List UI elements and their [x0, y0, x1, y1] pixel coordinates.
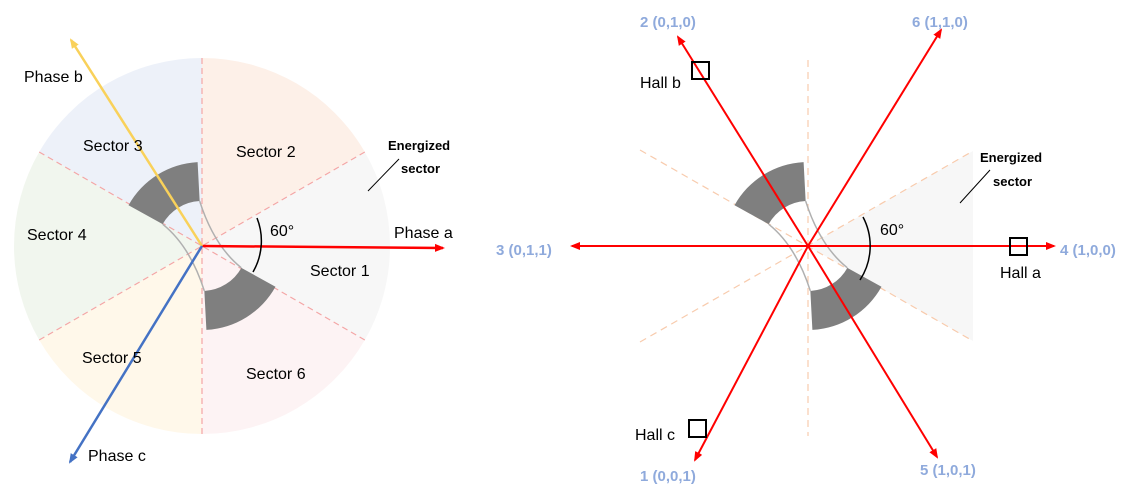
- sector-wedges: [14, 58, 390, 434]
- state-vectors: [570, 28, 1056, 462]
- rotor-link: [804, 200, 848, 269]
- rotor: [734, 162, 882, 330]
- state-1-label: 1 (0,0,1): [640, 468, 696, 485]
- phase-b-label: Phase b: [24, 69, 83, 86]
- phase-b-arrow: [69, 38, 204, 247]
- sector-3-label: Sector 3: [83, 138, 143, 155]
- rotor-link: [198, 200, 242, 269]
- sector-2-label: Sector 2: [236, 144, 296, 161]
- rotor-link: [768, 223, 812, 292]
- rotor-link: [162, 223, 206, 292]
- hall-b-sensor: [691, 61, 710, 80]
- phase-c-label: Phase c: [88, 448, 146, 465]
- sector-wedge-4: [14, 152, 203, 340]
- rotor: [128, 162, 276, 330]
- sector-wedge-2: [202, 58, 365, 246]
- sector-6-label: Sector 6: [246, 366, 306, 383]
- phase-a-label: Phase a: [394, 225, 453, 242]
- state-4-label: 4 (1,0,0): [1060, 242, 1116, 259]
- angle-arc: [859, 216, 871, 281]
- energized-leader-line: [367, 158, 400, 192]
- energized-label-line2: sector: [401, 161, 440, 176]
- sector-diagram: 60° Phase a Phase b Phase c Sector 1 Sec…: [14, 38, 453, 465]
- hall-a-sensor: [1009, 237, 1028, 256]
- rotor-pole-north: [734, 162, 806, 225]
- angle-arc: [252, 217, 263, 273]
- sector-1-label: Sector 1: [310, 263, 370, 280]
- energized-label-line2: sector: [993, 174, 1032, 189]
- state-6-label: 6 (1,1,0): [912, 14, 968, 31]
- state-3-label: 3 (0,1,1): [496, 242, 552, 259]
- rotor-pole-south: [810, 267, 882, 330]
- hall-b-label: Hall b: [640, 75, 681, 92]
- angle-label: 60°: [270, 223, 294, 240]
- phase-a-arrow: [201, 243, 445, 252]
- sector-boundaries: [639, 60, 974, 436]
- sector-4-label: Sector 4: [27, 227, 87, 244]
- hall-a-label: Hall a: [1000, 265, 1041, 282]
- state-2-label: 2 (0,1,0): [640, 14, 696, 31]
- phase-c-arrow: [68, 245, 204, 464]
- state-5-label: 5 (1,0,1): [920, 462, 976, 479]
- angle-label: 60°: [880, 222, 904, 239]
- energized-label-line1: Energized: [388, 138, 450, 153]
- sector-boundary: [38, 151, 366, 341]
- hall-c-sensor: [688, 419, 707, 438]
- sector-5-label: Sector 5: [82, 350, 142, 367]
- hall-state-diagram: 60° 2 (0,1,0) 6 (1,1,0) 3 (0,1,1) 4 (1,0…: [496, 14, 1116, 485]
- energized-leader-line: [959, 169, 991, 204]
- sector-boundaries: [38, 58, 366, 434]
- hall-c-label: Hall c: [635, 427, 675, 444]
- energized-label-line1: Energized: [980, 150, 1042, 165]
- sector-wedge-5: [39, 246, 202, 434]
- rotor-pole-north: [128, 162, 200, 225]
- rotor-pole-south: [204, 267, 276, 330]
- sector-boundary: [38, 151, 366, 341]
